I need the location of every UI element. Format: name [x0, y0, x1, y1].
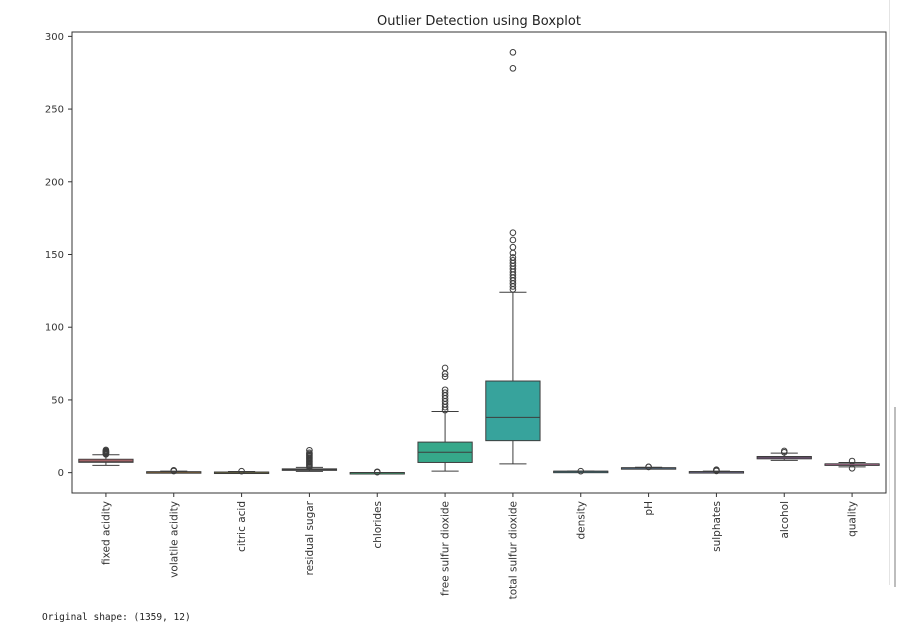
cell-output-text: Original shape: (1359, 12) [42, 612, 191, 623]
y-tick-label: 100 [45, 323, 64, 334]
outlier-point [441, 389, 449, 396]
box-free-sulfur-dioxide [417, 364, 473, 472]
y-tick-label: 250 [45, 105, 64, 116]
box-citric-acid [213, 467, 270, 475]
x-tick-label: pH [643, 501, 655, 516]
outlier-point [509, 257, 517, 264]
y-tick-label: 150 [45, 250, 64, 261]
box-fixed-acidity [78, 446, 134, 466]
x-tick-label: density [575, 501, 587, 540]
x-tick-label: citric acid [236, 501, 248, 552]
boxes [78, 49, 880, 476]
y-axis: 0 50 100 150 200 250 300 [45, 32, 72, 479]
y-tick-label: 0 [58, 468, 64, 479]
box-residual-sugar [281, 446, 338, 472]
box-iqr [485, 380, 541, 442]
x-tick-label: alcohol [779, 501, 791, 539]
chart-title: Outlier Detection using Boxplot [377, 14, 581, 29]
x-tick-label: quality [847, 501, 859, 537]
cell-divider [889, 0, 890, 585]
x-tick-label: free sulfur dioxide [440, 501, 452, 596]
outlier-point [509, 243, 517, 251]
x-tick-label: residual sugar [304, 500, 316, 575]
outlier-point [848, 464, 856, 472]
x-tick-label: chlorides [372, 501, 384, 549]
outlier-point [441, 373, 449, 380]
outlier-point [713, 466, 720, 474]
box-pH [620, 463, 677, 471]
y-tick-label: 50 [51, 395, 64, 406]
boxplot-chart: Outlier Detection using Boxplot 0 50 100 15… [45, 14, 887, 599]
outlier-point [848, 457, 856, 465]
outlier-point [509, 254, 517, 261]
x-tick-label: fixed acidity [100, 501, 112, 565]
outlier-point [170, 467, 178, 474]
y-tick-label: 200 [45, 177, 64, 188]
outlier-point [441, 364, 449, 372]
outlier-point [577, 467, 585, 475]
y-tick-label: 300 [45, 32, 64, 43]
box-alcohol [756, 447, 812, 461]
outlier-point [306, 449, 313, 457]
box-chlorides [349, 468, 405, 476]
x-tick-label: volatile acidity [168, 501, 180, 578]
box-density [553, 467, 609, 475]
x-tick-label: sulphates [711, 501, 723, 552]
box-quality [824, 457, 880, 472]
outlier-point [306, 446, 313, 454]
outlier-point [441, 386, 449, 394]
plot-area-frame [71, 31, 887, 494]
outlier-point [509, 49, 517, 56]
outlier-point [645, 463, 652, 471]
box-sulphates [688, 466, 745, 475]
outlier-point [509, 65, 517, 72]
outlier-point [238, 467, 245, 475]
x-tick-label: total sulfur dioxide [507, 501, 519, 599]
outlier-point [102, 446, 110, 454]
box-volatile-acidity [146, 467, 202, 475]
outlier-point [780, 447, 788, 455]
outlier-point [509, 236, 517, 244]
outlier-point [509, 229, 517, 236]
box-total-sulfur-dioxide [485, 49, 541, 465]
outlier-point [373, 468, 381, 476]
scrollbar-thumb[interactable] [894, 407, 896, 587]
x-axis: fixed acidity volatile acidity citric acid… [100, 493, 859, 599]
